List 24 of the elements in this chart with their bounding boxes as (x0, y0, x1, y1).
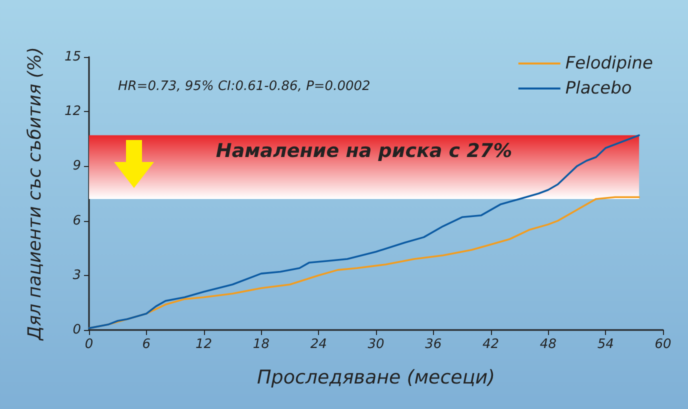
x-tick-label: 12 (196, 337, 212, 352)
x-tick-label: 24 (310, 337, 327, 352)
line-series (88, 134, 640, 330)
y-tick-label: 3 (72, 268, 81, 283)
y-tick-label: 0 (72, 322, 81, 338)
x-tick-label: 48 (540, 337, 556, 352)
x-tick-label: 42 (482, 337, 500, 352)
annotation: HR=0.73, 95% CI:0.61-0.86, P=0.0002 (118, 79, 370, 94)
x-tick-label: 36 (425, 337, 442, 352)
x-tick-label: 54 (597, 337, 614, 352)
y-tick-label: 6 (72, 213, 81, 228)
y-axis-title: Дял пациенти със събития (%) (24, 46, 46, 342)
x-axis-title: Проследяване (месеци) (256, 366, 496, 388)
x-tick-label: 30 (368, 337, 384, 352)
legend-label: Placebo (565, 78, 632, 98)
x-tick-label: 6 (142, 337, 151, 352)
x-tick-label: 60 (654, 337, 672, 352)
y-tick-label: 12 (64, 104, 81, 120)
legend-label: Felodipine (565, 54, 653, 74)
y-tick-label: 15 (64, 50, 81, 64)
y-tick-label: 9 (72, 158, 81, 174)
x-tick-label: 0 (84, 337, 94, 352)
x-tick-label: 18 (252, 337, 270, 352)
band-label: Намаление на риска с 27% (216, 140, 512, 162)
